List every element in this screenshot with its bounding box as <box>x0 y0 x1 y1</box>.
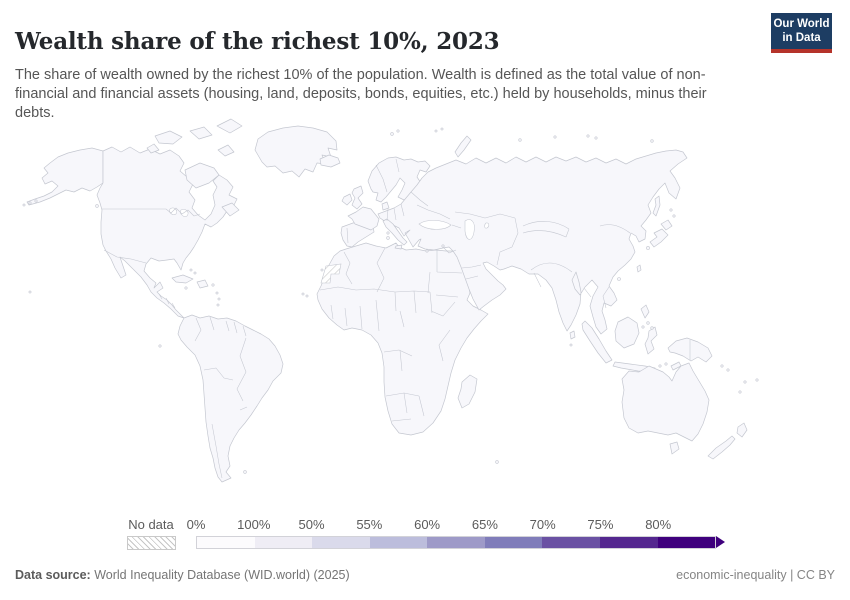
owid-logo-line2: in Data <box>782 32 821 45</box>
country-shape <box>581 320 613 364</box>
country-shape <box>347 206 380 231</box>
countries-layer[interactable] <box>22 118 759 483</box>
legend-tick-label: 70% <box>529 517 556 532</box>
country-shape <box>382 218 408 250</box>
legend-segment[interactable] <box>484 537 543 548</box>
legend-arrow <box>716 536 725 548</box>
country-shape <box>707 422 748 460</box>
legend-tick-label: 50% <box>298 517 325 532</box>
country-shape <box>316 242 489 436</box>
legend-no-data-swatch[interactable] <box>127 536 176 550</box>
country-shape <box>569 330 576 340</box>
legend-segment[interactable] <box>427 537 485 548</box>
country-shape <box>319 154 341 168</box>
legend-segment[interactable] <box>197 537 255 548</box>
legend-segment[interactable] <box>542 537 600 548</box>
data-source-label: Data source: <box>15 568 91 582</box>
country-shape <box>621 362 710 442</box>
legend-tick-label: 80% <box>645 517 672 532</box>
legend-tick-label: 75% <box>587 517 614 532</box>
country-shape <box>457 374 478 409</box>
legend-tick-labels: 0% 100% 50% 55% 60% 65% 70% 75% 80% <box>187 517 726 533</box>
chart-footer: Data source: World Inequality Database (… <box>15 568 835 582</box>
country-shape <box>649 195 673 248</box>
country-shape <box>669 441 680 455</box>
owid-logo-line1: Our World <box>773 18 830 30</box>
license-text[interactable]: economic-inequality | CC BY <box>676 568 835 582</box>
legend-segment[interactable] <box>369 537 428 548</box>
legend-segment[interactable] <box>599 537 658 548</box>
country-shape <box>636 264 642 273</box>
legend-segment[interactable] <box>657 537 716 548</box>
country-shape <box>96 146 238 319</box>
legend-tick-label: 65% <box>471 517 498 532</box>
legend-no-data-label: No data <box>128 517 174 532</box>
small-islands[interactable] <box>22 127 759 474</box>
page-title: Wealth share of the richest 10%, 2023 <box>15 28 500 56</box>
country-shape <box>171 274 209 289</box>
country-shape <box>377 149 688 335</box>
country-shape <box>26 147 104 206</box>
country-shape <box>341 185 364 210</box>
country-shape <box>146 118 243 217</box>
country-shape <box>454 135 472 158</box>
country-shape <box>254 125 338 178</box>
legend-tick-label: 60% <box>414 517 441 532</box>
country-borders <box>102 158 691 479</box>
legend-colorbar[interactable] <box>196 536 716 549</box>
legend-segment[interactable] <box>254 537 313 548</box>
owid-logo[interactable]: Our World in Data <box>771 13 832 53</box>
chart-subtitle: The share of wealth owned by the richest… <box>15 66 707 122</box>
disputed-region-hatched <box>320 263 342 284</box>
country-shape <box>177 314 284 483</box>
country-shape <box>614 316 640 349</box>
country-shape <box>644 326 658 355</box>
country-shape <box>640 304 650 319</box>
legend-tick-label: 100% <box>237 517 271 532</box>
country-shape <box>381 201 390 211</box>
data-source-value: World Inequality Database (WID.world) (2… <box>90 568 350 582</box>
legend-tick-label: 0% <box>186 517 206 532</box>
legend-tick-label: 55% <box>356 517 383 532</box>
legend-segment[interactable] <box>312 537 370 548</box>
